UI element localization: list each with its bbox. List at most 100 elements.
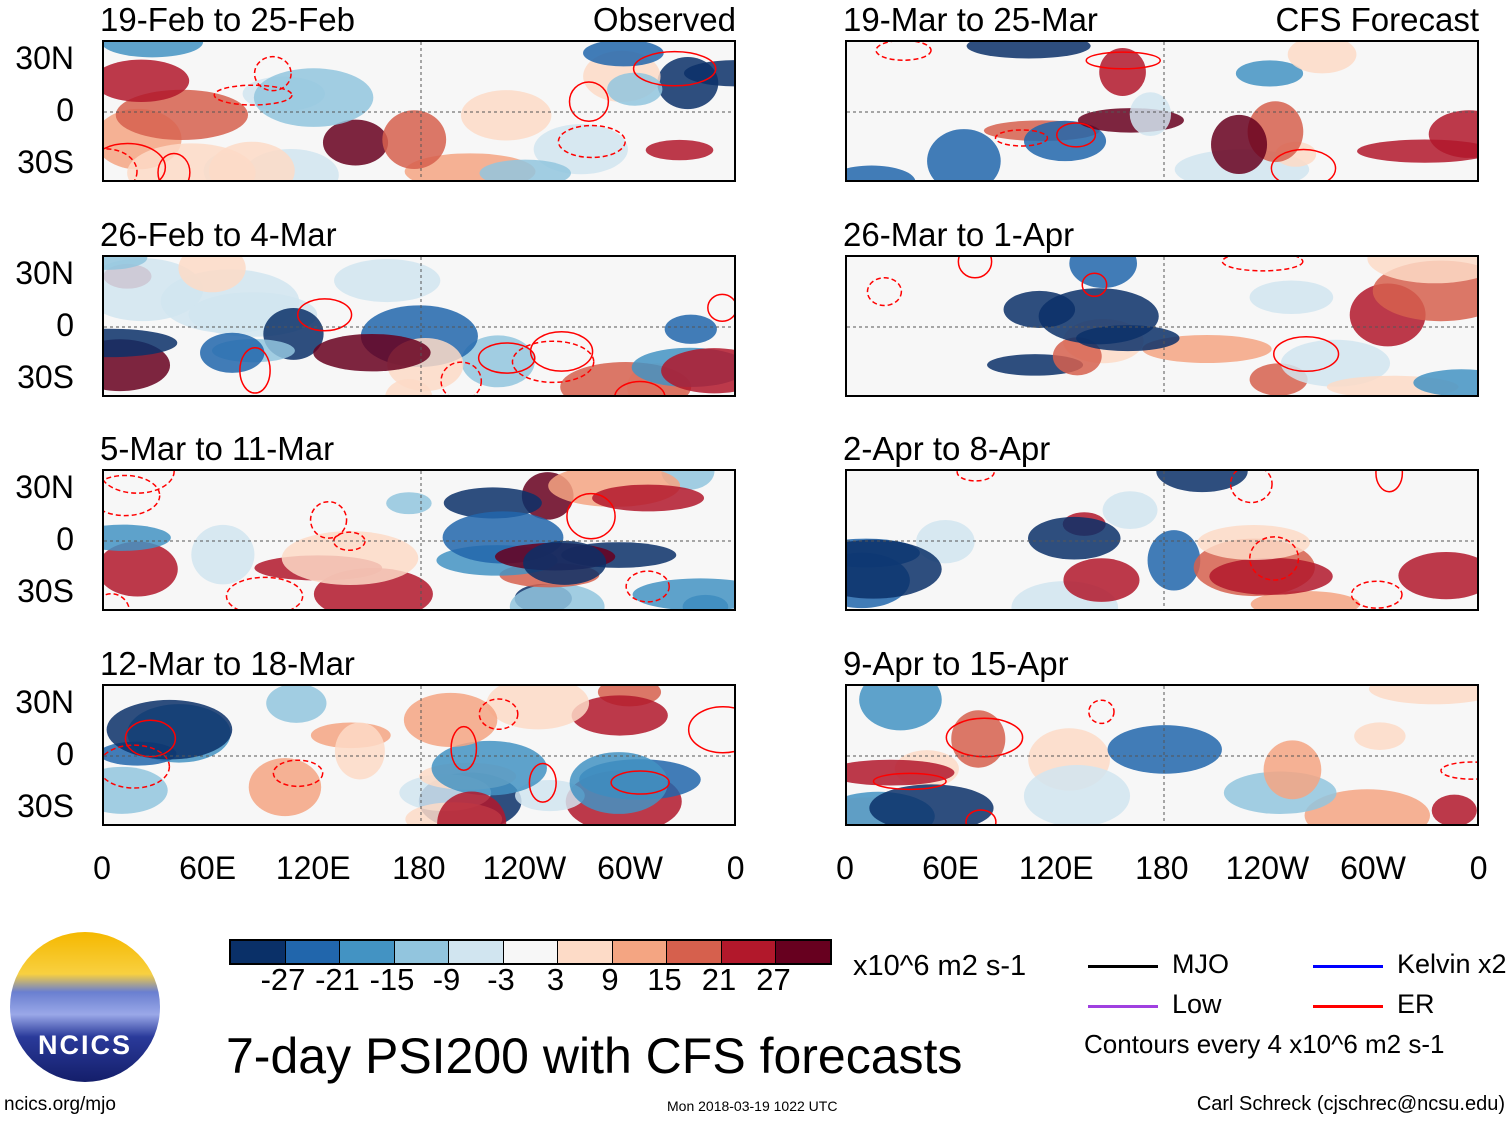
er-contour bbox=[296, 298, 353, 332]
anomaly-shading bbox=[104, 524, 171, 551]
colorbar-swatch bbox=[285, 941, 340, 963]
anomaly-shading bbox=[191, 524, 255, 585]
lon-tick-label: 0 bbox=[836, 850, 854, 886]
lon-tick-label: 60W bbox=[597, 850, 663, 886]
colorbar-units: x10^6 m2 s-1 bbox=[853, 950, 1027, 982]
lat-tick-label: 30N bbox=[15, 40, 74, 76]
anomaly-shading bbox=[437, 791, 507, 824]
er-contour bbox=[213, 84, 293, 106]
anomaly-shading bbox=[1431, 794, 1477, 824]
colorbar-swatch bbox=[340, 941, 395, 963]
anomaly-shading bbox=[443, 487, 542, 519]
lat-tick-label: 30N bbox=[15, 684, 74, 720]
lat-tick-label: 30N bbox=[15, 255, 74, 291]
timestamp: Mon 2018-03-19 1022 UTC bbox=[667, 1098, 838, 1114]
anomaly-shading bbox=[632, 578, 734, 609]
legend-line bbox=[1313, 1005, 1383, 1008]
anomaly-shading bbox=[385, 379, 433, 395]
panel-title: 5-Mar to 11-Mar bbox=[100, 430, 335, 467]
anomaly-shading bbox=[847, 165, 916, 180]
anomaly-shading bbox=[1357, 139, 1477, 163]
er-contour bbox=[632, 50, 717, 87]
anomaly-shading bbox=[104, 257, 148, 270]
er-contour bbox=[124, 719, 177, 758]
er-contour bbox=[309, 500, 348, 539]
anomaly-shading bbox=[1398, 551, 1477, 600]
lon-tick-label: 180 bbox=[392, 850, 446, 886]
anomaly-shading bbox=[431, 740, 547, 796]
lat-tick-label: 0 bbox=[56, 307, 74, 343]
er-contour bbox=[104, 744, 171, 789]
panel-title: 19-Feb to 25-Feb bbox=[100, 1, 355, 38]
anomaly-shading bbox=[313, 333, 431, 372]
anomaly-shading bbox=[515, 779, 585, 812]
lat-tick-label: 30N bbox=[15, 469, 74, 505]
colorbar bbox=[229, 939, 832, 965]
anomaly-shading bbox=[1368, 686, 1477, 705]
er-contour bbox=[157, 152, 191, 180]
colorbar-swatch bbox=[667, 941, 722, 963]
lat-tick-label: 0 bbox=[56, 521, 74, 557]
anomaly-shading bbox=[533, 124, 628, 175]
legend-label: Low bbox=[1172, 989, 1222, 1019]
credit: Carl Schreck (cjschrec@ncsu.edu) bbox=[1196, 1093, 1505, 1115]
er-contour bbox=[104, 593, 131, 609]
anomaly-shading bbox=[479, 159, 571, 180]
colorbar-swatch bbox=[776, 941, 830, 963]
panel-tag: Observed bbox=[592, 1, 736, 38]
er-contour bbox=[956, 471, 995, 482]
panel-tag: CFS Forecast bbox=[1275, 1, 1479, 38]
er-contour bbox=[1375, 471, 1404, 493]
panel-title: 12-Mar to 18-Mar bbox=[100, 645, 355, 682]
anomaly-shading bbox=[1250, 590, 1360, 609]
anomaly-shading bbox=[592, 484, 705, 512]
lat-tick-label: 30S bbox=[17, 788, 74, 824]
lon-tick-label: 60E bbox=[179, 850, 237, 886]
anomaly-shading bbox=[523, 540, 607, 585]
logo-text: NCICS bbox=[37, 1030, 132, 1060]
anomaly-shading bbox=[1280, 339, 1391, 387]
er-contour bbox=[610, 770, 670, 795]
contour-note: Contours every 4 x10^6 m2 s-1 bbox=[1084, 1029, 1445, 1059]
anomaly-shading bbox=[859, 686, 942, 731]
er-contour bbox=[957, 257, 993, 279]
anomaly-shading bbox=[178, 257, 246, 293]
er-contour bbox=[866, 277, 903, 307]
map-panel bbox=[845, 469, 1479, 611]
legend-line bbox=[1088, 965, 1158, 968]
er-contour bbox=[225, 576, 304, 609]
lon-tick-label: 60E bbox=[922, 850, 980, 886]
anomaly-shading bbox=[1129, 92, 1172, 137]
anomaly-shading bbox=[1156, 471, 1248, 493]
colorbar-label: -27 bbox=[260, 962, 306, 997]
er-contour bbox=[687, 705, 734, 754]
er-contour bbox=[440, 361, 483, 395]
er-contour bbox=[1270, 148, 1337, 180]
er-contour bbox=[104, 148, 138, 180]
anomaly-shading bbox=[1102, 491, 1158, 530]
anomaly-shading bbox=[966, 42, 1091, 59]
anomaly-shading bbox=[1063, 558, 1140, 602]
anomaly-shading bbox=[334, 259, 441, 303]
colorbar-label: 15 bbox=[647, 962, 682, 997]
er-contour bbox=[1229, 471, 1273, 504]
lat-tick-label: 30S bbox=[17, 359, 74, 395]
anomaly-shading bbox=[1211, 114, 1268, 175]
anomaly-shading bbox=[104, 258, 204, 322]
legend-label: Kelvin x2 bbox=[1397, 949, 1507, 979]
er-contour bbox=[253, 55, 292, 92]
er-contour bbox=[1081, 272, 1108, 298]
anomaly-shading bbox=[509, 583, 605, 609]
anomaly-shading bbox=[583, 42, 664, 67]
er-contour bbox=[614, 380, 666, 395]
anomaly-shading bbox=[607, 72, 663, 106]
anomaly-shading bbox=[486, 686, 590, 730]
map-panel bbox=[102, 255, 736, 397]
map-panel bbox=[845, 255, 1479, 397]
anomaly-shading bbox=[1249, 280, 1334, 315]
lon-tick-label: 60W bbox=[1340, 850, 1406, 886]
er-contour bbox=[994, 129, 1049, 147]
anomaly-shading bbox=[127, 143, 256, 180]
colorbar-label: -21 bbox=[315, 962, 360, 997]
